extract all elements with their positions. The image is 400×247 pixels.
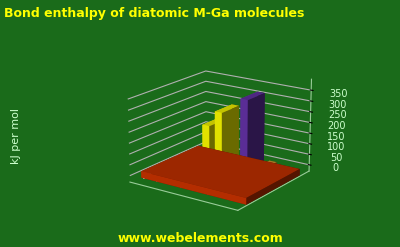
Text: kJ per mol: kJ per mol (11, 108, 21, 164)
Text: Bond enthalpy of diatomic M-Ga molecules: Bond enthalpy of diatomic M-Ga molecules (4, 7, 304, 21)
Text: www.webelements.com: www.webelements.com (117, 231, 283, 245)
